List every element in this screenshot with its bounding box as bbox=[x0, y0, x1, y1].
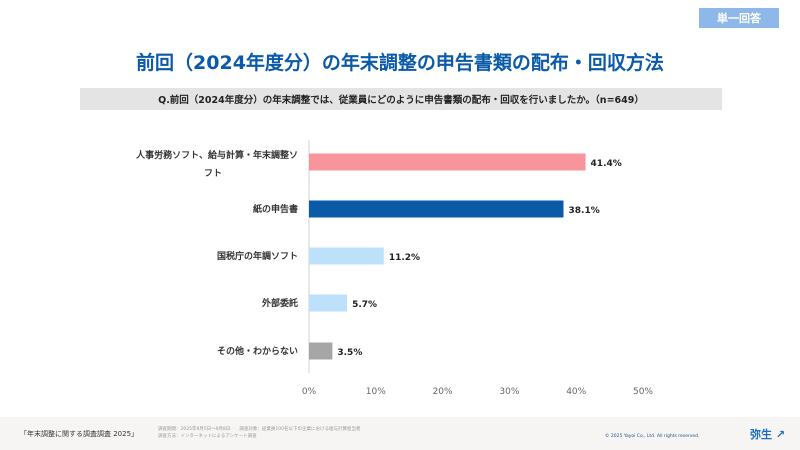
bar bbox=[309, 200, 564, 218]
survey-method: 調査方法：インターネットによるアンケート調査 bbox=[158, 434, 257, 439]
bar bbox=[309, 342, 333, 360]
category-label: 外部委託 bbox=[261, 297, 298, 309]
survey-name: 「年末調整に関する調査調査 2025」 bbox=[20, 430, 139, 438]
arrow-square-icon: ↗ bbox=[772, 428, 786, 441]
category-label: 人事労務ソフト、給与計算・年末調整ソ bbox=[135, 149, 298, 161]
single-answer-badge: 単一回答 bbox=[699, 8, 779, 28]
bar-chart: 0% 10% 20% 30% 40% 50% 41.4% 人事労務ソフト、給与計算・年末調整ソ… bbox=[135, 140, 653, 397]
bar bbox=[309, 153, 586, 171]
data-label: 3.5% bbox=[337, 348, 362, 358]
category-label: 紙の申告書 bbox=[253, 203, 298, 215]
copyright: © 2025 Yayoi Co., Ltd. All rights reserv… bbox=[605, 434, 700, 439]
question-text: Q.前回（2024年度分）の年末調整では、従業員にどのように申告書類の配布・回収… bbox=[80, 88, 722, 110]
category-label: 国税庁の年調ソフト bbox=[217, 250, 298, 262]
category-label: その他・わからない bbox=[217, 345, 298, 357]
footer: 「年末調整に関する調査調査 2025」 調査期間：2025年9月5日〜9月8日 … bbox=[0, 417, 800, 450]
data-label: 5.7% bbox=[352, 300, 377, 310]
data-label: 38.1% bbox=[569, 206, 600, 216]
category-label: フト bbox=[204, 168, 222, 179]
x-tick-label: 50% bbox=[633, 387, 653, 397]
yayoi-logo: 弥生 ↗ bbox=[750, 426, 785, 442]
x-tick-label: 0% bbox=[302, 387, 317, 397]
x-tick-label: 10% bbox=[366, 387, 386, 397]
logo-text: 弥生 bbox=[750, 428, 772, 441]
data-label: 11.2% bbox=[389, 253, 420, 263]
data-label: 41.4% bbox=[591, 159, 622, 169]
x-tick-label: 30% bbox=[499, 387, 519, 397]
survey-info: 調査期間：2025年9月5日〜9月8日 調査対象：従業員100名以下の企業におけ… bbox=[158, 426, 361, 440]
bar bbox=[309, 247, 384, 265]
survey-period: 調査期間：2025年9月5日〜9月8日 調査対象：従業員100名以下の企業におけ… bbox=[158, 427, 361, 432]
bar bbox=[309, 294, 348, 312]
x-tick-label: 20% bbox=[433, 387, 453, 397]
page-title: 前回（2024年度分）の年末調整の申告書類の配布・回収方法 bbox=[136, 52, 664, 74]
x-tick-label: 40% bbox=[566, 387, 586, 397]
